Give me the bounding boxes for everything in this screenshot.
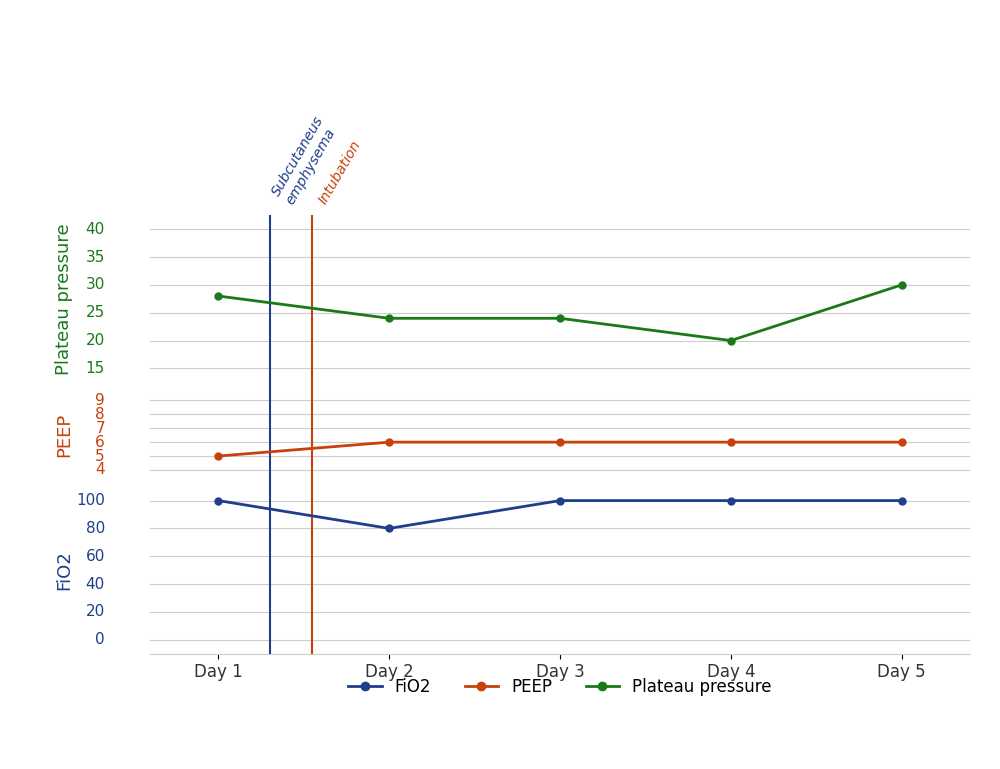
- Text: 4: 4: [95, 462, 105, 478]
- Text: 25: 25: [86, 305, 105, 320]
- Text: 5: 5: [95, 448, 105, 464]
- Text: 30: 30: [86, 278, 105, 292]
- Text: 0: 0: [95, 632, 105, 647]
- Text: Intubation: Intubation: [316, 138, 364, 207]
- Text: 15: 15: [86, 361, 105, 376]
- Legend: FiO2, PEEP, Plateau pressure: FiO2, PEEP, Plateau pressure: [342, 671, 778, 702]
- Text: 20: 20: [86, 604, 105, 619]
- Text: 7: 7: [95, 421, 105, 436]
- Text: 40: 40: [86, 577, 105, 591]
- Text: 9: 9: [95, 393, 105, 408]
- Text: 6: 6: [95, 434, 105, 450]
- Text: Subcutaneus
emphysema: Subcutaneus emphysema: [270, 114, 341, 207]
- Text: Plateau pressure: Plateau pressure: [55, 223, 73, 375]
- Text: 100: 100: [76, 493, 105, 508]
- Text: FiO2: FiO2: [55, 551, 73, 590]
- Text: 35: 35: [86, 250, 105, 265]
- Text: 60: 60: [86, 549, 105, 564]
- Text: PEEP: PEEP: [55, 413, 73, 458]
- Text: 40: 40: [86, 221, 105, 237]
- Text: 8: 8: [95, 407, 105, 422]
- Text: 20: 20: [86, 333, 105, 348]
- Text: 80: 80: [86, 521, 105, 536]
